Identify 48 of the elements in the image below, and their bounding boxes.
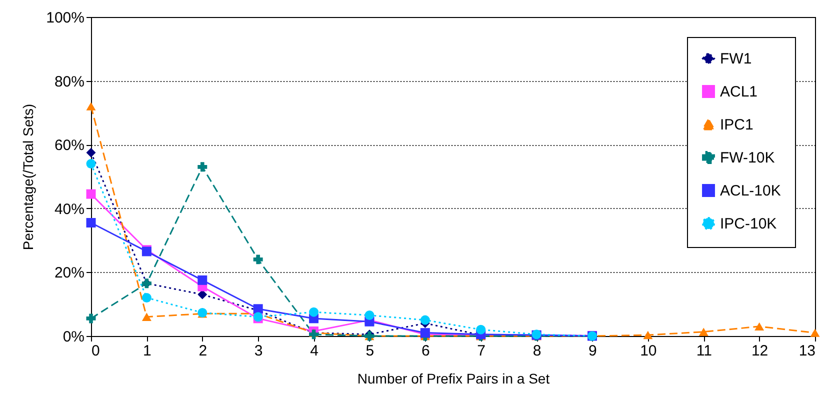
point <box>86 189 96 199</box>
legend-label: ACL-10K <box>720 182 781 200</box>
x-tick-label: 1 <box>143 342 152 360</box>
y-tick-label: 0% <box>62 328 84 346</box>
point <box>698 328 708 336</box>
x-tick-label: 6 <box>421 342 430 360</box>
legend-label: IPC-10K <box>720 216 777 232</box>
point <box>253 254 263 264</box>
y-tick-label: 20% <box>54 264 84 282</box>
point <box>754 322 764 331</box>
x-tick-label: 8 <box>532 342 542 360</box>
legend-label: FW1 <box>720 50 752 68</box>
point <box>86 148 96 158</box>
x-tick-label: 2 <box>198 342 208 360</box>
y-tick-label: 80% <box>54 73 84 90</box>
point <box>198 290 208 300</box>
point <box>309 307 319 317</box>
point <box>86 218 96 228</box>
point <box>643 330 653 340</box>
y-tick-label: 40% <box>54 200 84 218</box>
x-tick-label: 4 <box>310 342 318 360</box>
point <box>810 328 820 337</box>
x-tick-label: 0 <box>92 342 100 360</box>
x-tick-label: 9 <box>588 342 597 360</box>
point <box>198 162 208 172</box>
point <box>364 310 374 320</box>
x-tick-label: 3 <box>254 342 263 360</box>
y-tick-label: 60% <box>54 137 84 154</box>
x-tick-label: 5 <box>366 342 374 360</box>
legend-label: IPC1 <box>720 116 754 134</box>
x-tick-label: 11 <box>696 342 712 360</box>
x-tick-label: 7 <box>477 342 486 360</box>
x-tick-label: 12 <box>751 342 768 360</box>
legend-label: FW-10K <box>720 150 775 166</box>
point <box>86 102 96 110</box>
y-tick-label: 100% <box>46 10 84 26</box>
x-tick-label: 10 <box>640 342 657 360</box>
point <box>86 159 96 168</box>
y-axis-title: Percentage(/Total Sets) <box>20 104 36 250</box>
point <box>86 314 96 324</box>
x-axis-title: Number of Prefix Pairs in a Set <box>357 370 550 386</box>
point <box>198 275 208 285</box>
point <box>142 292 152 302</box>
point <box>142 312 152 321</box>
legend-label: ACL1 <box>720 84 758 100</box>
x-tick-label: 13 <box>798 342 816 360</box>
point <box>476 324 486 334</box>
point <box>420 315 430 325</box>
